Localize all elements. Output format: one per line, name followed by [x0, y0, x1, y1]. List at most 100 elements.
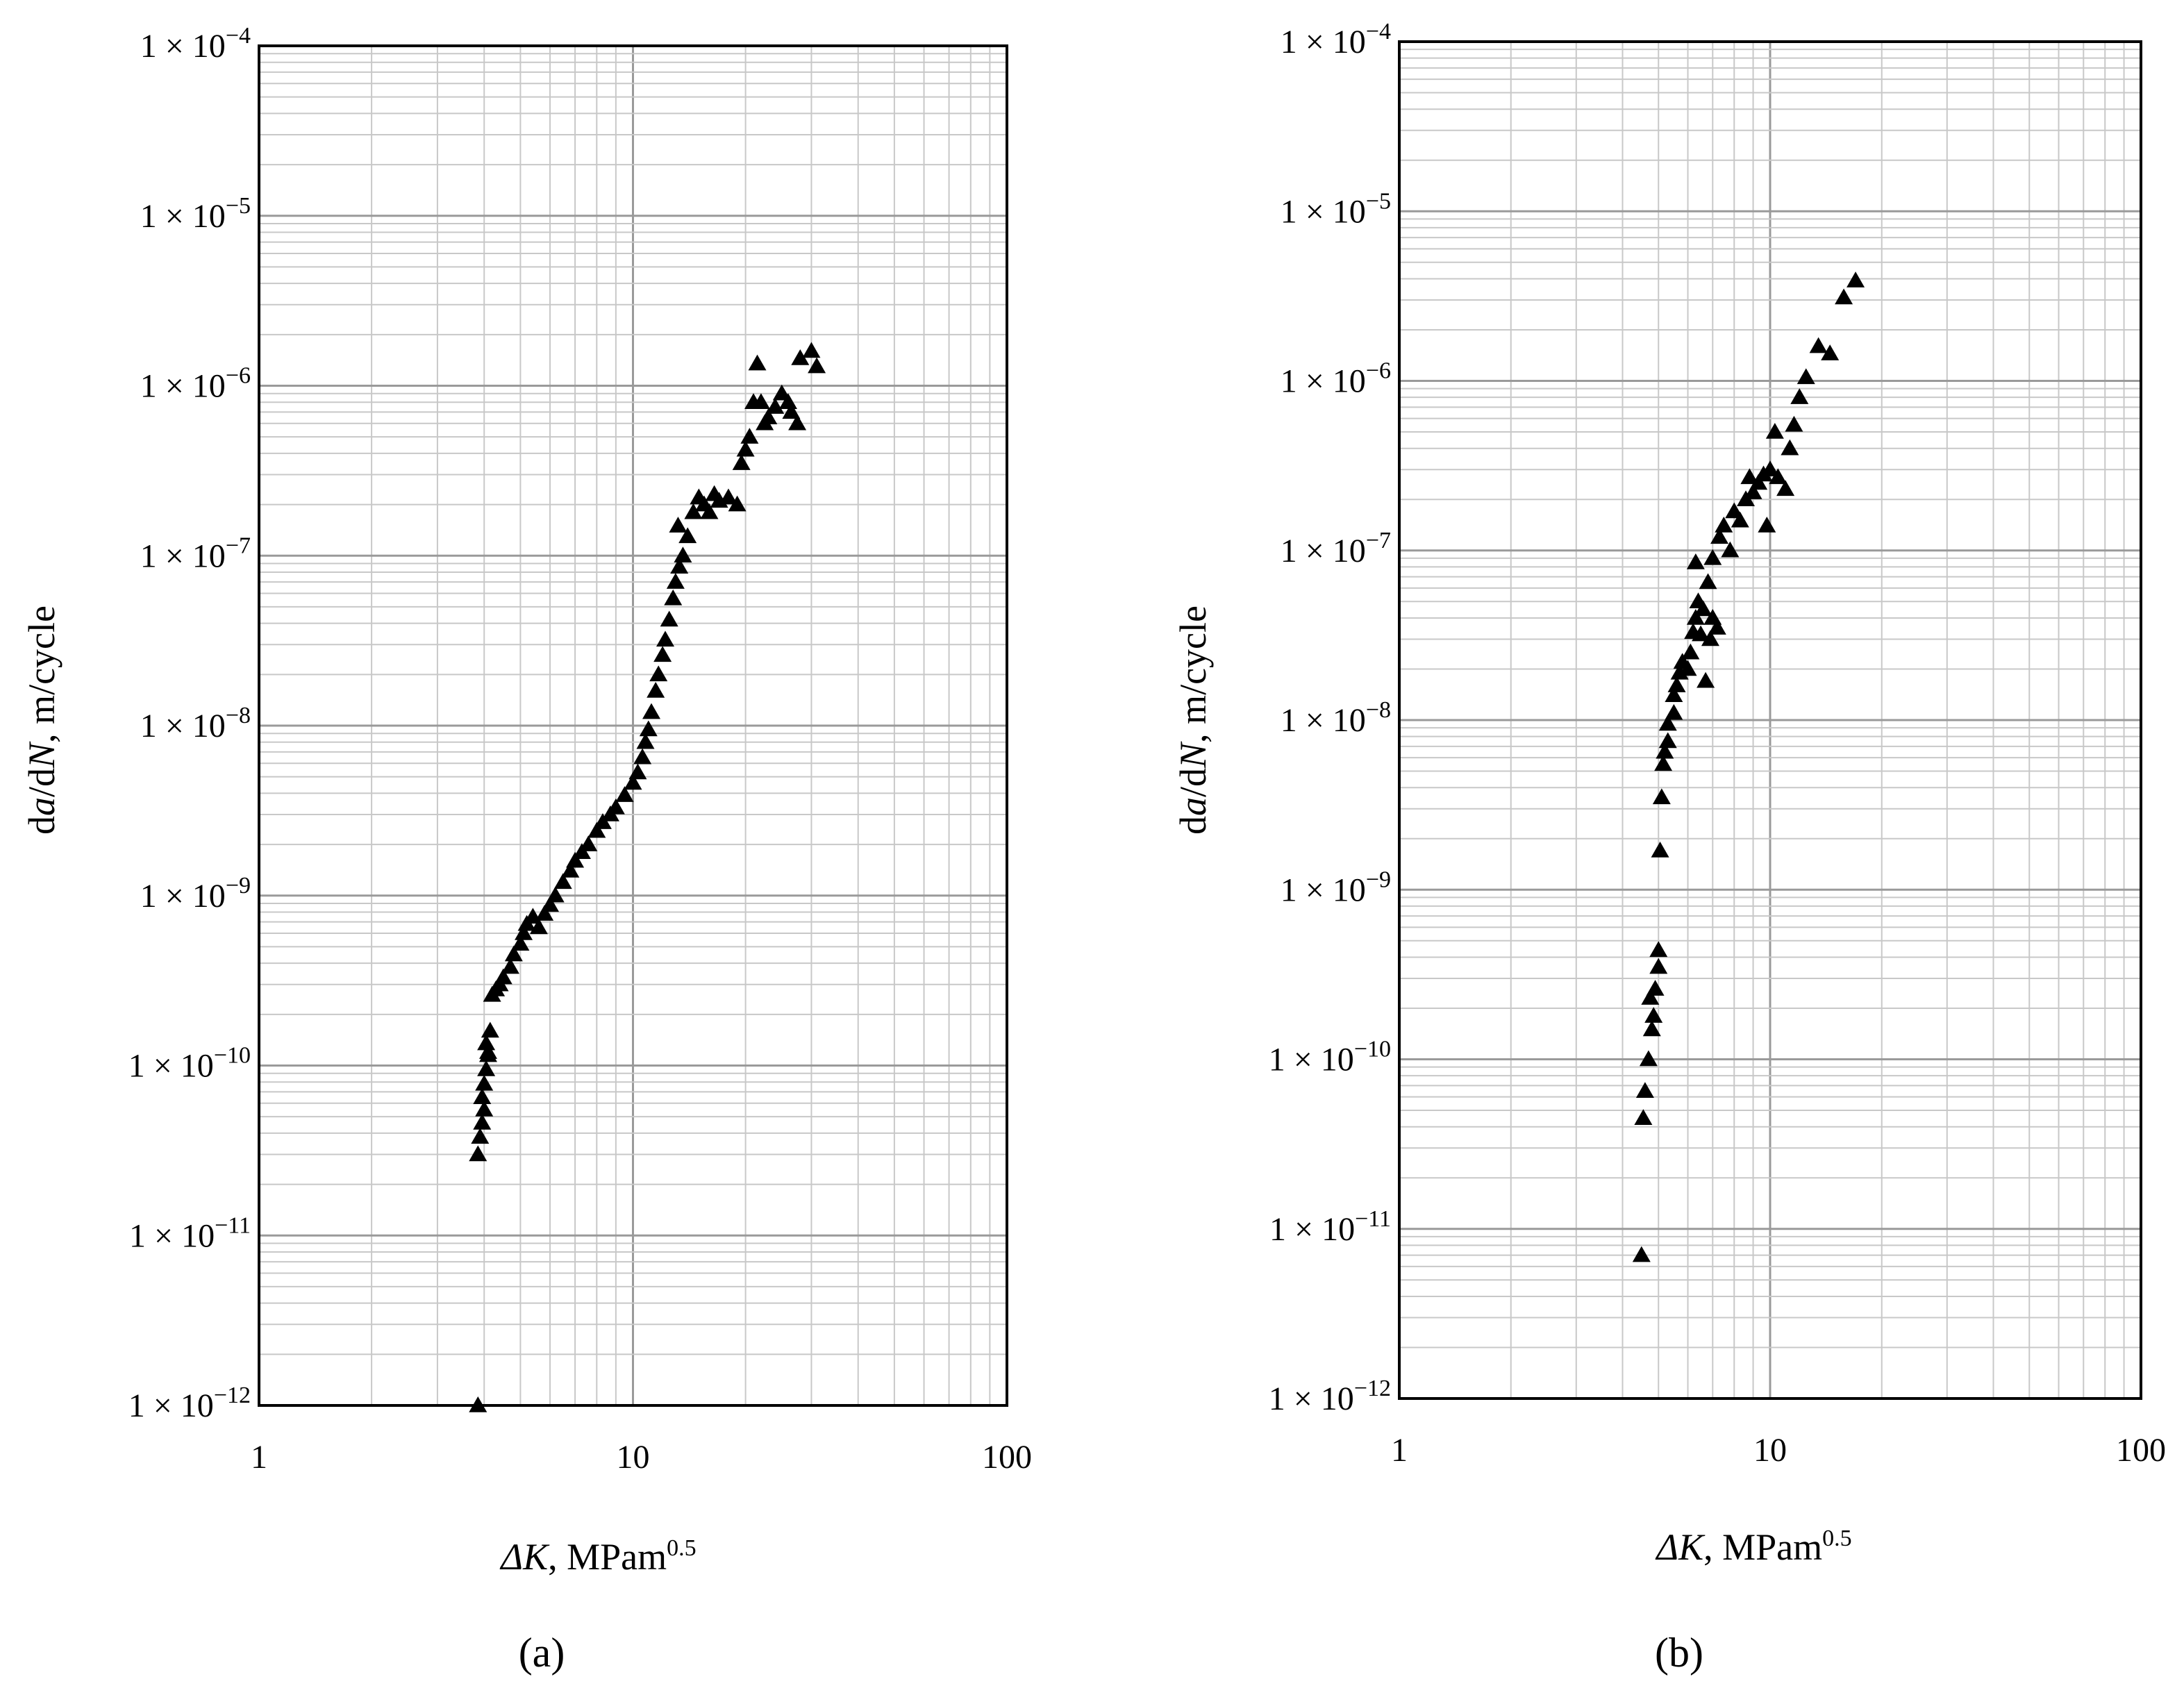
y-tick-base: 1 × 10 — [1269, 1211, 1355, 1248]
data-point-marker — [566, 851, 585, 868]
y-tick-base: 1 × 10 — [128, 1048, 214, 1085]
data-point-marker — [478, 1043, 497, 1059]
y-tick-label: 1 × 10−5 — [1281, 188, 1391, 230]
y-tick-label: 1 × 10−12 — [1269, 1376, 1391, 1417]
data-point-marker — [628, 763, 647, 780]
data-point-marker — [740, 428, 759, 444]
y-tick-exponent: −6 — [1366, 358, 1391, 384]
y-tick-exponent: −6 — [226, 363, 251, 389]
x-tick-label: 100 — [2116, 1432, 2166, 1469]
y-tick-base: 1 × 10 — [1281, 871, 1366, 908]
data-point-marker — [808, 357, 826, 374]
y-tick-label: 1 × 10−11 — [1269, 1206, 1391, 1248]
data-point-marker — [732, 454, 751, 470]
data-point-marker — [736, 440, 755, 457]
data-point-marker — [477, 1034, 496, 1051]
x-tick-label: 10 — [1753, 1432, 1787, 1469]
y-tick-exponent: −4 — [1366, 19, 1391, 44]
x-axis-label-unit: , MPam — [548, 1536, 667, 1578]
data-point-marker — [481, 1021, 499, 1038]
data-point-marker — [1641, 989, 1660, 1005]
y-axis-label-part: a — [21, 797, 62, 816]
y-tick-exponent: −5 — [1366, 188, 1391, 214]
data-point-marker — [1656, 742, 1674, 759]
data-point-marker — [778, 393, 797, 409]
data-point-marker — [1790, 388, 1809, 404]
x-axis-label-unit: , MPam — [1703, 1526, 1822, 1568]
data-point-marker — [751, 393, 770, 409]
y-axis-label-part: , m/cycle — [21, 606, 62, 743]
x-tick-label: 1 — [1391, 1432, 1408, 1469]
y-tick-exponent: −7 — [226, 533, 251, 558]
x-tick-label: 1 — [251, 1439, 267, 1476]
data-point-marker — [1809, 337, 1828, 353]
y-tick-exponent: −9 — [1366, 867, 1391, 892]
data-point-marker — [1642, 1020, 1661, 1037]
y-tick-labels-a: 1 × 10−121 × 10−111 × 10−101 × 10−91 × 1… — [128, 23, 251, 1424]
data-point-marker — [475, 1074, 494, 1091]
data-point-marker — [1652, 788, 1671, 805]
y-tick-base: 1 × 10 — [128, 1387, 214, 1424]
x-tick-label: 10 — [617, 1439, 650, 1476]
grid-b — [1399, 42, 2141, 1400]
y-tick-exponent: −5 — [226, 193, 251, 219]
panel-label-b: (b) — [1655, 1630, 1703, 1676]
data-point-marker — [579, 835, 598, 851]
x-tick-labels-a: 1 10 100 — [251, 1439, 1032, 1476]
data-point-marker — [1797, 368, 1815, 385]
data-point-marker — [1715, 517, 1733, 533]
y-tick-label: 1 × 10−8 — [1281, 697, 1391, 739]
data-point-marker — [1710, 528, 1729, 544]
data-point-marker — [561, 861, 580, 878]
data-point-marker — [719, 488, 737, 505]
data-point-marker — [1632, 1246, 1651, 1262]
data-point-marker — [1649, 958, 1668, 974]
y-tick-exponent: −10 — [1354, 1037, 1391, 1062]
y-tick-label: 1 × 10−7 — [1281, 528, 1391, 569]
y-tick-label: 1 × 10−6 — [140, 363, 251, 405]
data-point-marker — [475, 1101, 494, 1117]
data-point-marker — [1721, 541, 1740, 558]
y-tick-exponent: −7 — [1366, 528, 1391, 553]
y-axis-label-part: d — [21, 816, 62, 835]
data-point-marker — [660, 610, 678, 627]
data-point-marker — [1667, 676, 1686, 692]
plot-border — [1398, 40, 2142, 1400]
data-point-marker — [1686, 608, 1705, 625]
y-axis-label-part: /d — [21, 768, 62, 797]
x-axis-label-exponent: 0.5 — [1822, 1526, 1852, 1551]
y-tick-exponent: −12 — [1354, 1376, 1391, 1401]
data-point-marker — [529, 918, 548, 935]
x-axis-label-a: ΔK, MPam0.5 — [499, 1535, 696, 1578]
x-axis-label-symbol: ΔK — [499, 1536, 550, 1578]
data-point-marker — [473, 1114, 492, 1130]
data-point-marker — [511, 935, 530, 951]
data-point-marker — [1821, 344, 1840, 360]
x-tick-label: 100 — [982, 1439, 1032, 1476]
panel-label-a: (a) — [519, 1630, 565, 1676]
y-axis-label-part: N — [21, 741, 62, 769]
y-tick-label: 1 × 10−11 — [129, 1212, 251, 1254]
x-axis-label-exponent: 0.5 — [667, 1535, 697, 1561]
data-point-marker — [1665, 703, 1683, 720]
y-tick-label: 1 × 10−5 — [140, 193, 251, 235]
x-axis-label-b: ΔK, MPam0.5 — [1655, 1526, 1851, 1568]
data-point-marker — [1678, 660, 1697, 676]
data-point-marker — [469, 1396, 487, 1412]
data-point-marker — [1847, 272, 1865, 287]
y-tick-exponent: −4 — [226, 23, 251, 49]
data-point-marker — [669, 517, 687, 533]
y-axis-label-b: da/dN, m/cycle — [1172, 606, 1214, 835]
data-point-marker — [636, 733, 655, 749]
data-point-marker — [728, 495, 747, 512]
grid-a — [259, 46, 1007, 1407]
data-point-marker — [759, 408, 778, 425]
y-tick-base: 1 × 10 — [129, 1217, 215, 1254]
y-tick-label: 1 × 10−9 — [140, 873, 251, 915]
data-point-marker — [1769, 468, 1787, 485]
data-point-marker — [615, 786, 634, 802]
data-point-marker — [1658, 715, 1677, 731]
data-point-marker — [477, 1060, 496, 1076]
y-tick-label: 1 × 10−12 — [128, 1383, 251, 1424]
data-point-marker — [501, 958, 519, 974]
